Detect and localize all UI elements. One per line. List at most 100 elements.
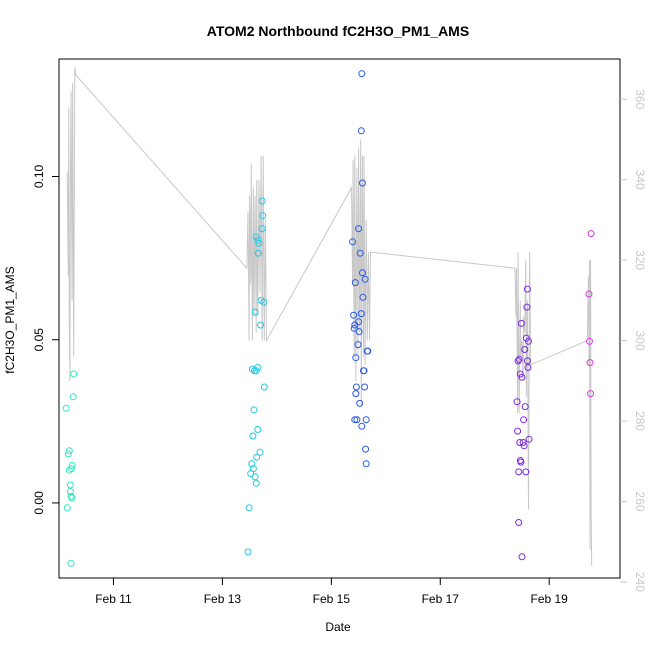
data-point xyxy=(524,364,532,371)
plot-frame xyxy=(58,58,621,579)
data-point xyxy=(520,442,528,450)
data-point xyxy=(587,230,595,238)
data-point xyxy=(355,328,363,336)
y-tick-label: 0.05 xyxy=(32,328,46,352)
data-point xyxy=(585,290,593,298)
data-point xyxy=(68,465,75,473)
data-point xyxy=(254,249,262,257)
x-tick-label: Feb 17 xyxy=(422,592,460,606)
data-point xyxy=(354,341,362,349)
data-point xyxy=(356,399,364,407)
data-point xyxy=(514,427,522,435)
data-point xyxy=(586,359,594,367)
data-point xyxy=(251,308,259,316)
data-point xyxy=(64,450,72,458)
data-point xyxy=(515,355,523,363)
data-point xyxy=(517,458,525,466)
y-tick-label: 0.00 xyxy=(32,491,46,515)
data-point xyxy=(260,298,268,306)
data-point xyxy=(62,404,70,412)
data-point xyxy=(351,279,359,287)
y2-tick-label: 320 xyxy=(633,250,647,270)
data-point xyxy=(362,460,370,468)
data-point xyxy=(362,445,370,453)
data-point xyxy=(63,504,71,512)
data-point xyxy=(361,383,369,391)
data-point xyxy=(525,337,532,345)
y-axis-label: fC2H3O_PM1_AMS xyxy=(3,266,17,373)
data-point xyxy=(258,225,266,233)
data-point xyxy=(352,354,360,362)
data-point xyxy=(254,236,262,244)
data-point xyxy=(520,416,528,424)
y2-tick-label: 280 xyxy=(633,411,647,431)
data-point xyxy=(522,468,530,476)
data-point xyxy=(349,238,357,246)
data-point xyxy=(352,383,360,391)
data-point xyxy=(249,465,257,473)
data-point xyxy=(250,406,258,414)
x-tick-label: Feb 11 xyxy=(95,592,132,606)
data-point xyxy=(70,370,78,378)
data-point xyxy=(523,285,531,293)
data-point xyxy=(252,233,260,241)
data-point xyxy=(587,390,595,398)
data-point xyxy=(255,239,263,247)
data-point xyxy=(361,275,369,283)
data-point xyxy=(356,249,364,257)
data-point xyxy=(67,492,75,500)
points-layer xyxy=(62,70,595,567)
data-point xyxy=(358,179,366,187)
data-point xyxy=(518,373,526,381)
data-point xyxy=(259,212,267,220)
data-point xyxy=(516,370,524,378)
data-point xyxy=(523,357,531,365)
data-point xyxy=(260,383,268,391)
secondary-series-line xyxy=(66,66,593,566)
data-point xyxy=(245,504,253,512)
data-point xyxy=(515,468,523,476)
data-point xyxy=(519,439,527,446)
y-axis: 0.00 0.05 0.10 xyxy=(32,165,59,515)
data-point xyxy=(66,481,74,489)
data-point xyxy=(525,435,533,443)
data-point xyxy=(251,473,259,481)
y2-tick-label: 260 xyxy=(633,492,647,512)
data-point xyxy=(252,479,260,487)
data-point xyxy=(359,293,367,301)
data-point xyxy=(362,416,370,424)
data-point xyxy=(351,416,359,424)
secondary-line-layer xyxy=(66,66,593,566)
x-axis-label: Date xyxy=(325,620,351,634)
data-point xyxy=(357,127,365,135)
data-point xyxy=(360,367,368,375)
data-point xyxy=(358,70,366,78)
x-tick-label: Feb 15 xyxy=(313,592,351,606)
data-point xyxy=(352,390,360,398)
data-point xyxy=(521,346,529,353)
secondary-y-axis: 240 260 280 300 320 340 360 xyxy=(620,89,647,592)
y2-tick-label: 240 xyxy=(633,572,647,592)
chart-title: ATOM2 Northbound fC2H3O_PM1_AMS xyxy=(207,23,469,39)
data-point xyxy=(68,461,76,469)
data-point xyxy=(254,364,262,371)
y2-tick-label: 340 xyxy=(633,170,647,190)
data-point xyxy=(514,357,522,365)
x-tick-label: Feb 19 xyxy=(531,592,569,606)
data-point xyxy=(350,324,358,332)
data-point xyxy=(518,553,526,561)
data-point xyxy=(67,559,75,567)
data-point xyxy=(357,310,365,318)
y2-tick-label: 300 xyxy=(633,331,647,351)
data-point xyxy=(586,337,593,345)
data-point xyxy=(517,319,525,327)
data-point xyxy=(258,197,266,205)
data-point xyxy=(65,447,73,455)
y2-tick-label: 360 xyxy=(633,89,647,109)
data-point xyxy=(523,303,531,311)
data-point xyxy=(521,403,529,411)
data-point xyxy=(69,393,77,401)
data-point xyxy=(248,460,256,468)
data-point xyxy=(244,548,252,556)
